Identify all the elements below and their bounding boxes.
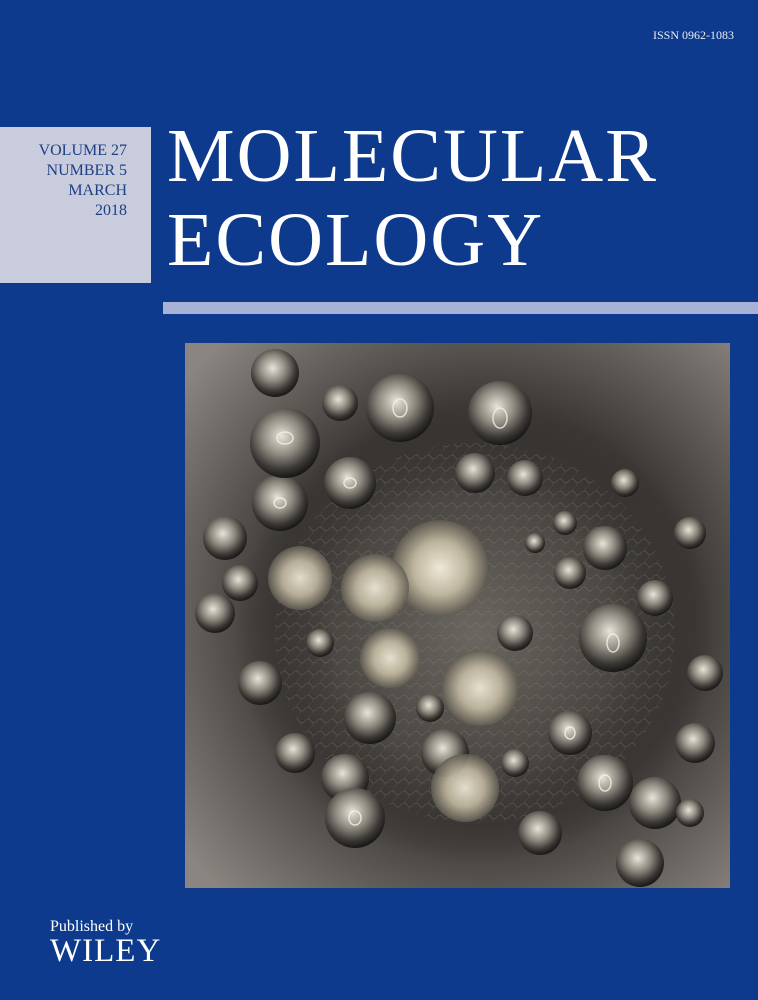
- title-rule: [163, 302, 758, 314]
- droplet-highlights: [273, 398, 620, 826]
- cover-photo-image: [185, 343, 730, 888]
- issue-volume: VOLUME 27: [38, 142, 127, 159]
- issue-year: 2018: [95, 202, 127, 219]
- publisher-logo: WILEY: [50, 933, 162, 969]
- issn: ISSN 0962-1083: [652, 28, 734, 42]
- journal-title-line-1: MOLECULAR: [167, 114, 658, 198]
- published-by-label: Published by: [50, 918, 134, 935]
- issue-month: MARCH: [68, 182, 127, 199]
- journal-title-line-2: ECOLOGY: [167, 198, 545, 282]
- issue-info-box: VOLUME 27 NUMBER 5 MARCH 2018: [0, 127, 151, 283]
- water-droplets: [195, 349, 723, 887]
- issue-number: NUMBER 5: [46, 162, 127, 179]
- cover-photo: [185, 343, 730, 888]
